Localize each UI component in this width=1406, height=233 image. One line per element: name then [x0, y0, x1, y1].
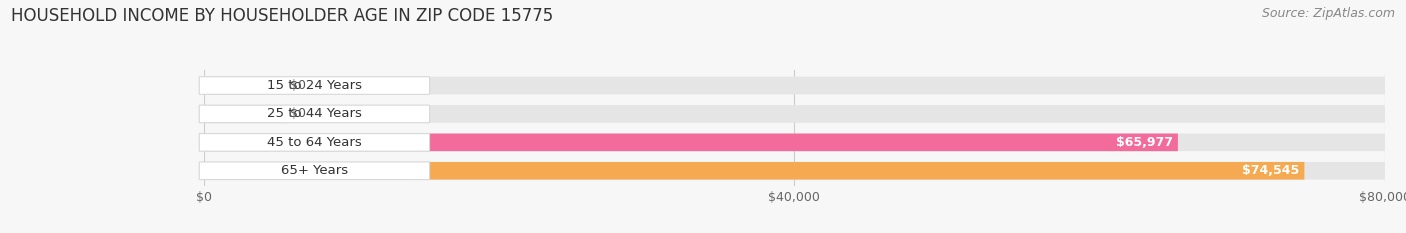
Text: $74,545: $74,545 [1243, 164, 1299, 177]
FancyBboxPatch shape [204, 162, 1385, 180]
Text: 15 to 24 Years: 15 to 24 Years [267, 79, 361, 92]
Text: $0: $0 [290, 79, 307, 92]
Text: 65+ Years: 65+ Years [281, 164, 347, 177]
Text: 45 to 64 Years: 45 to 64 Years [267, 136, 361, 149]
Text: Source: ZipAtlas.com: Source: ZipAtlas.com [1261, 7, 1395, 20]
FancyBboxPatch shape [204, 134, 1178, 151]
FancyBboxPatch shape [204, 162, 1305, 180]
Text: $65,977: $65,977 [1116, 136, 1173, 149]
FancyBboxPatch shape [204, 77, 281, 94]
FancyBboxPatch shape [204, 105, 281, 123]
FancyBboxPatch shape [200, 77, 430, 94]
FancyBboxPatch shape [204, 134, 1385, 151]
FancyBboxPatch shape [204, 77, 1385, 94]
FancyBboxPatch shape [204, 105, 1385, 123]
Text: $0: $0 [290, 107, 307, 120]
Text: HOUSEHOLD INCOME BY HOUSEHOLDER AGE IN ZIP CODE 15775: HOUSEHOLD INCOME BY HOUSEHOLDER AGE IN Z… [11, 7, 554, 25]
FancyBboxPatch shape [200, 105, 430, 123]
Text: 25 to 44 Years: 25 to 44 Years [267, 107, 361, 120]
FancyBboxPatch shape [200, 162, 430, 180]
FancyBboxPatch shape [200, 134, 430, 151]
